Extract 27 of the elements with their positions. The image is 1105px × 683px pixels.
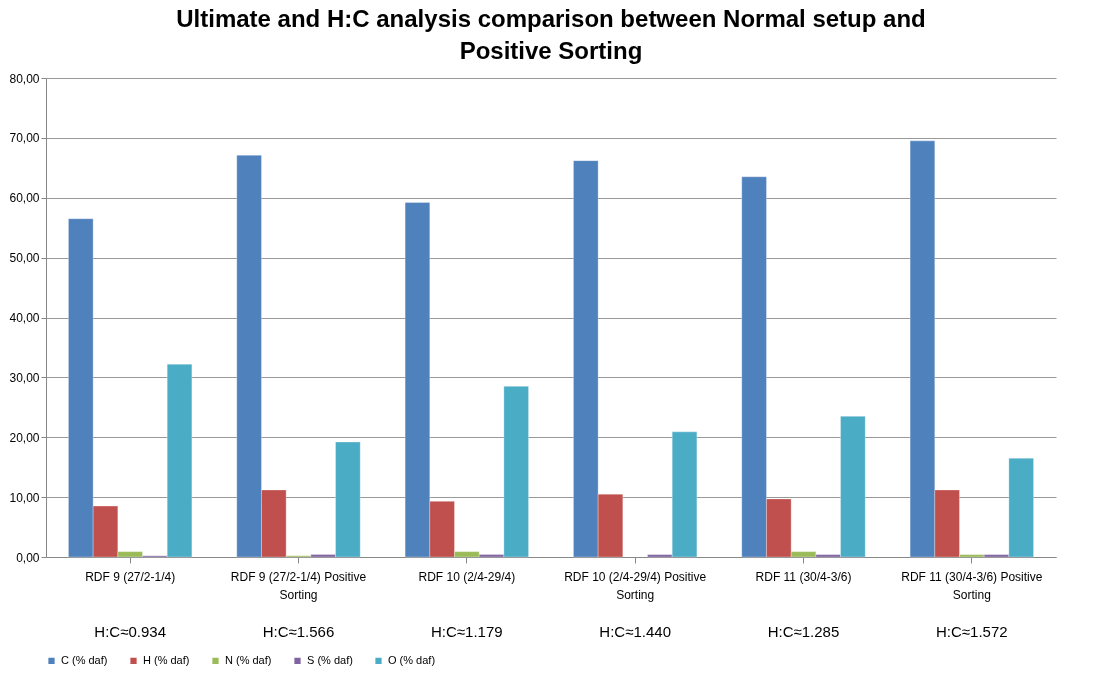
- y-tick-label: 30,00: [9, 370, 40, 385]
- text: H:C≈1.572: [936, 623, 1008, 640]
- y-tick-label: 70,00: [9, 131, 40, 146]
- legend-label: C (% daf): [61, 653, 108, 666]
- y-tick-label: 60,00: [9, 191, 40, 206]
- legend-label: N (% daf): [225, 653, 272, 666]
- y-tick-label: 80,00: [9, 71, 40, 86]
- text: H:C≈1.440: [599, 623, 671, 640]
- chart-title: Ultimate and H:C analysis comparison between Normal setup and Positive Sorting: [176, 5, 926, 64]
- y-tick-label: 10,00: [9, 490, 40, 505]
- text: H:C≈1.285: [767, 623, 840, 640]
- x-tick-label: RDF 11 (30/4-3/6): [755, 569, 852, 584]
- y-tick-label: 20,00: [9, 430, 40, 445]
- legend-label: S (% daf): [307, 653, 353, 666]
- text: H:C≈1.179: [431, 623, 503, 640]
- text: H:C≈0.934: [94, 623, 166, 640]
- y-tick-label: 40,00: [9, 311, 40, 325]
- y-tick-label: 50,00: [9, 251, 40, 266]
- x-tick-label: RDF 9 (27/2-1/4): [85, 569, 176, 584]
- x-tick-label: RDF 11 (30/4-3/6) Positive Sorting: [901, 569, 1043, 602]
- legend-label: H (% daf): [143, 653, 190, 666]
- y-tick-label: 0,00: [16, 550, 40, 565]
- x-tick-label: RDF 10 (2/4-29/4) Positive Sorting: [564, 569, 707, 602]
- text: H:C≈1.566: [262, 623, 335, 640]
- x-tick-label: RDF 10 (2/4-29/4): [418, 569, 516, 584]
- legend-label: O (% daf): [388, 653, 436, 666]
- x-tick-label: RDF 9 (27/2-1/4) Positive Sorting: [230, 569, 367, 602]
